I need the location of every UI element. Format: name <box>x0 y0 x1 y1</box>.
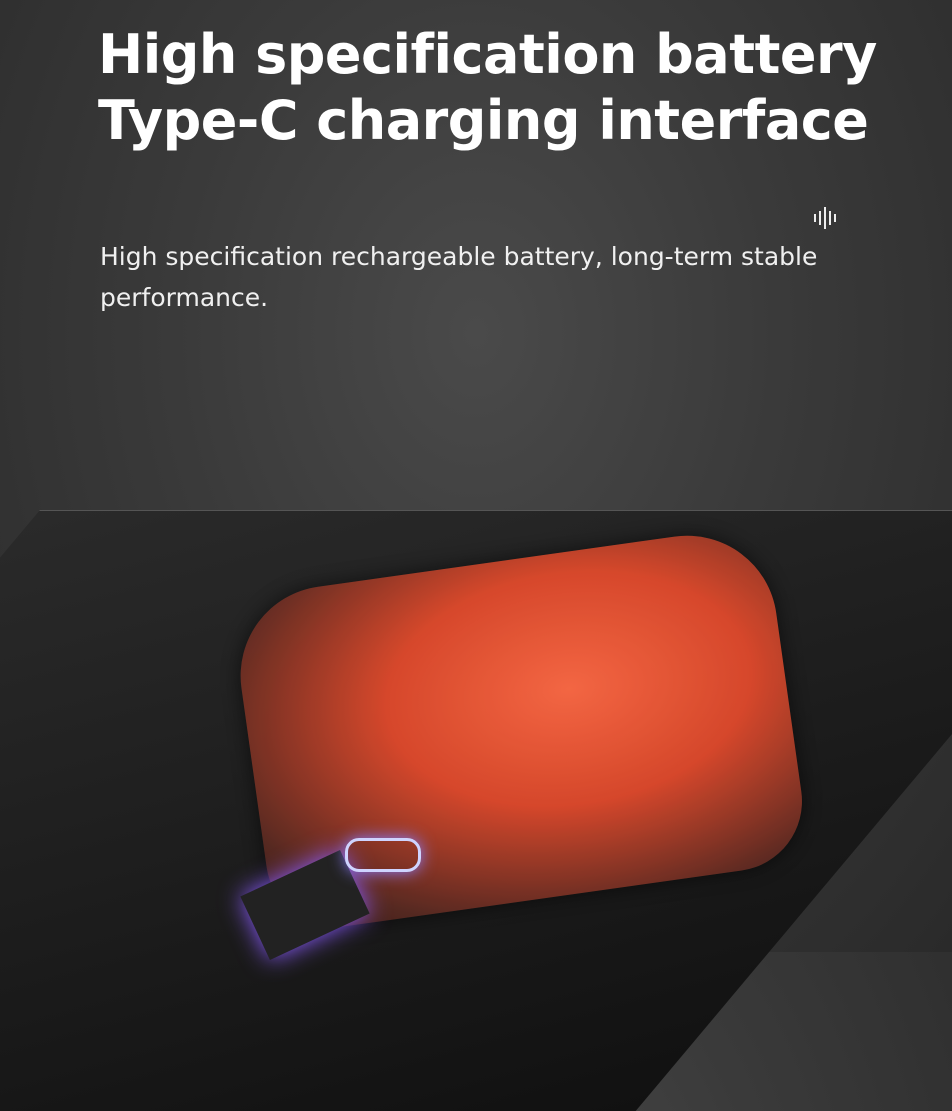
type-c-port <box>345 838 421 872</box>
description: High specification rechargeable battery,… <box>100 242 818 312</box>
headline: High specification battery Type-C chargi… <box>98 22 877 154</box>
headline-line-1: High specification battery <box>98 23 877 86</box>
sound-wave-icon[interactable] <box>814 206 840 230</box>
headline-line-2: Type-C charging interface <box>98 89 869 152</box>
